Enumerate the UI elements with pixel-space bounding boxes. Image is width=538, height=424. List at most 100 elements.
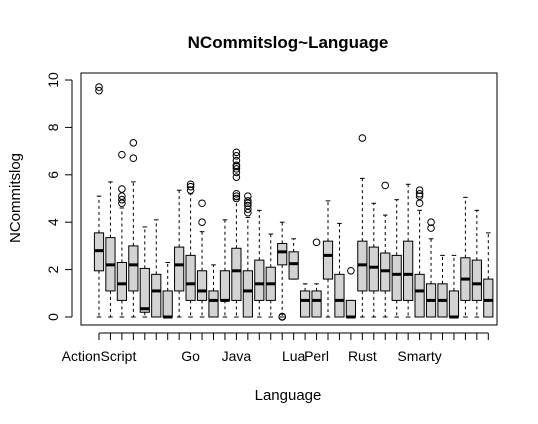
outlier-point bbox=[118, 185, 126, 193]
box-18 bbox=[288, 238, 299, 280]
outlier-point bbox=[232, 161, 241, 170]
box-body bbox=[277, 243, 288, 266]
box-body bbox=[116, 261, 128, 301]
box-17 bbox=[277, 221, 288, 321]
outlier-point bbox=[278, 312, 287, 321]
box-1 bbox=[93, 83, 105, 318]
outlier-point bbox=[129, 139, 138, 147]
y-axis: 0 2 4 6 8 10 bbox=[45, 72, 73, 321]
box-35 bbox=[483, 232, 494, 318]
box-33 bbox=[460, 196, 471, 318]
box-body bbox=[128, 245, 139, 292]
box-26 bbox=[380, 181, 391, 318]
outlier-point bbox=[232, 168, 241, 177]
box-24 bbox=[357, 134, 368, 318]
outlier-point bbox=[244, 192, 252, 200]
box-25 bbox=[368, 202, 379, 318]
box-body bbox=[448, 290, 460, 318]
y-axis-label: NCommitslog bbox=[7, 153, 24, 243]
outlier-point bbox=[244, 201, 252, 210]
outlier-point bbox=[415, 186, 424, 195]
box-body bbox=[139, 267, 150, 313]
outlier-point bbox=[347, 266, 355, 275]
outlier-point bbox=[186, 180, 195, 189]
box-3 bbox=[116, 150, 128, 318]
outlier-point bbox=[244, 205, 252, 213]
outlier-point bbox=[118, 199, 126, 208]
box-9 bbox=[185, 180, 196, 318]
box-15 bbox=[254, 209, 265, 318]
box-16 bbox=[265, 233, 276, 318]
box-21 bbox=[322, 200, 334, 318]
outlier-point bbox=[415, 192, 424, 200]
outlier-point bbox=[232, 173, 241, 181]
x-axis-label: Language bbox=[255, 387, 322, 404]
box-32 bbox=[448, 254, 460, 319]
box-6 bbox=[151, 219, 162, 318]
outlier-point bbox=[118, 195, 126, 204]
x-tick-label: Go bbox=[181, 348, 200, 364]
y-tick-label: 6 bbox=[45, 171, 61, 179]
outlier-point bbox=[427, 218, 435, 226]
box-body bbox=[345, 299, 356, 318]
box-body bbox=[300, 290, 311, 318]
outlier-point bbox=[232, 165, 241, 173]
outlier-point bbox=[186, 186, 195, 195]
box-body bbox=[254, 259, 265, 301]
outlier-point bbox=[232, 148, 241, 157]
box-34 bbox=[471, 209, 482, 318]
box-31 bbox=[437, 254, 448, 318]
box-body bbox=[471, 259, 482, 301]
x-tick-label: Rust bbox=[348, 348, 377, 364]
x-tick-label: ActionScript bbox=[62, 348, 137, 364]
outlier-point bbox=[232, 189, 241, 198]
x-tick-label: Smarty bbox=[397, 348, 441, 364]
outlier-point bbox=[415, 189, 424, 198]
outlier-point bbox=[244, 199, 252, 208]
box-body bbox=[403, 240, 414, 301]
outlier-point bbox=[198, 199, 206, 208]
box-11 bbox=[208, 264, 219, 318]
outlier-point bbox=[95, 86, 103, 95]
box-19 bbox=[300, 283, 311, 318]
box-body bbox=[231, 247, 242, 301]
box-23 bbox=[345, 266, 356, 319]
y-tick-label: 8 bbox=[45, 123, 61, 131]
plot-frame bbox=[80, 72, 498, 326]
y-tick-label: 10 bbox=[45, 72, 61, 88]
box-body bbox=[196, 270, 208, 301]
box-4 bbox=[128, 139, 139, 318]
outlier-point bbox=[415, 199, 424, 208]
outlier-point bbox=[118, 150, 126, 159]
y-tick-label: 4 bbox=[45, 218, 61, 226]
outlier-point bbox=[312, 238, 321, 247]
box-29 bbox=[414, 186, 425, 318]
x-tick-label: Lua bbox=[282, 348, 306, 364]
box-body bbox=[208, 290, 219, 318]
outlier-point bbox=[118, 192, 126, 200]
box-body bbox=[219, 270, 231, 301]
box-body bbox=[242, 270, 253, 318]
x-tick-label: Java bbox=[222, 348, 252, 364]
box-body bbox=[311, 290, 322, 318]
box-body bbox=[174, 246, 185, 292]
y-tick-label: 0 bbox=[45, 313, 61, 321]
outlier-point bbox=[427, 224, 435, 232]
box-body bbox=[334, 273, 345, 318]
y-tick-label: 2 bbox=[45, 265, 61, 273]
box-20 bbox=[311, 238, 322, 318]
box-14 bbox=[242, 192, 253, 318]
outlier-point bbox=[232, 194, 241, 203]
box-body bbox=[288, 251, 299, 280]
box-body bbox=[162, 290, 173, 318]
x-tick-label: Perl bbox=[304, 348, 329, 364]
outlier-point bbox=[186, 182, 195, 191]
box-body bbox=[322, 240, 334, 280]
outlier-point bbox=[358, 134, 367, 142]
box-body bbox=[391, 254, 402, 301]
box-5 bbox=[139, 226, 150, 318]
outlier-point bbox=[198, 218, 206, 226]
box-13 bbox=[231, 148, 242, 318]
